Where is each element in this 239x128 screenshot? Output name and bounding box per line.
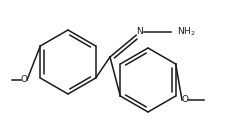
Text: O: O [181,95,189,104]
Text: O: O [21,76,27,84]
Text: N: N [137,28,143,36]
Text: NH$_2$: NH$_2$ [177,26,196,38]
